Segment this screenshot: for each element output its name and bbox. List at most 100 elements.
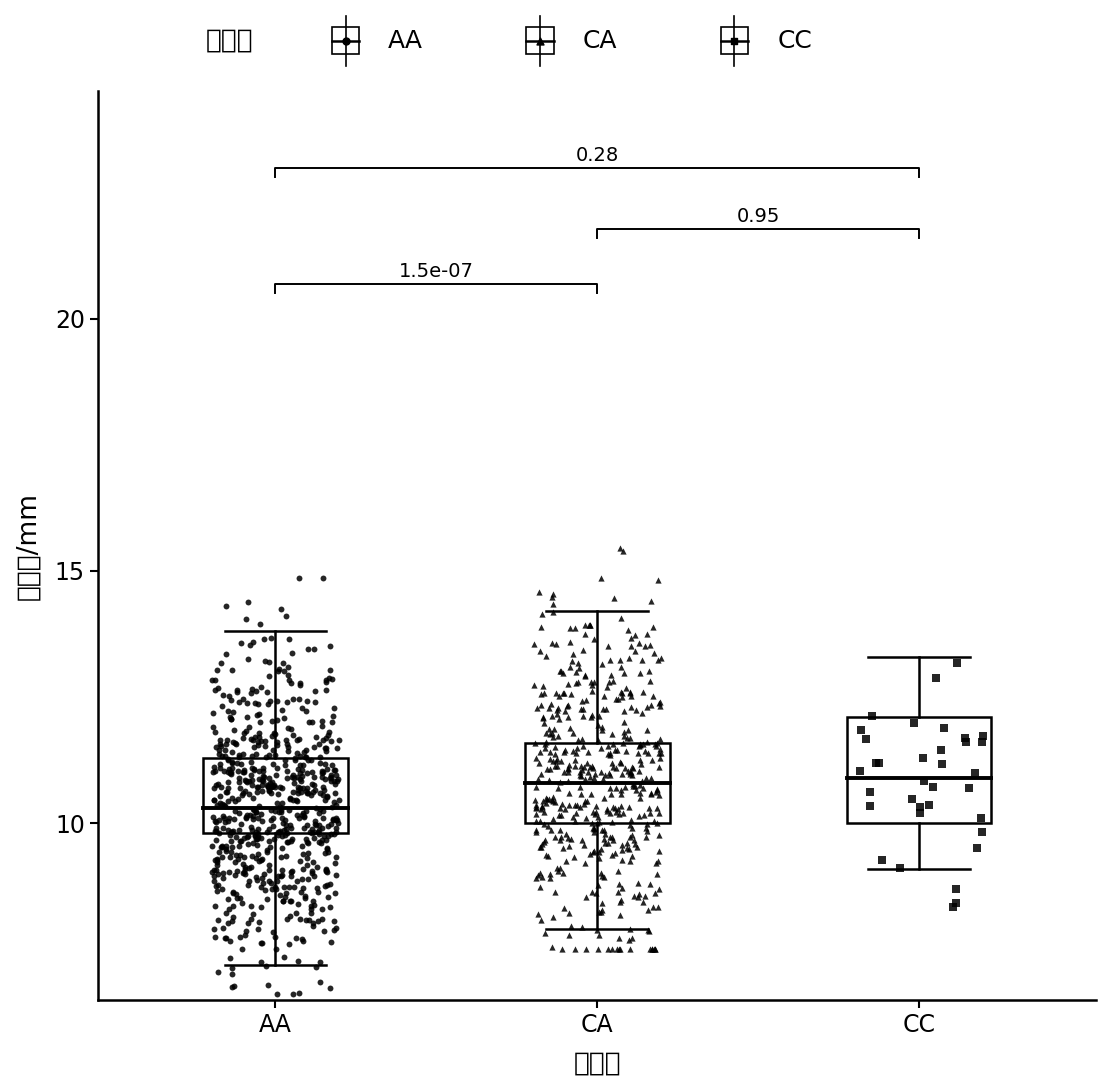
Bar xyxy=(847,717,991,823)
Point xyxy=(231,833,249,851)
Point xyxy=(532,911,550,928)
Point xyxy=(209,882,227,900)
Point xyxy=(559,763,577,781)
Point xyxy=(536,833,553,851)
Point xyxy=(526,636,543,653)
Point xyxy=(240,786,258,804)
Point xyxy=(592,903,610,921)
Point xyxy=(574,796,592,814)
Point xyxy=(224,898,242,915)
Point xyxy=(612,684,630,701)
Point xyxy=(640,662,658,679)
Point xyxy=(222,710,240,727)
Point xyxy=(652,744,670,761)
Point xyxy=(227,886,244,903)
Point xyxy=(276,710,293,727)
Point xyxy=(544,595,562,613)
Point xyxy=(604,798,622,816)
Point xyxy=(254,772,272,790)
Point xyxy=(630,807,648,824)
Point xyxy=(590,850,608,867)
Point xyxy=(588,815,605,832)
Point xyxy=(211,755,229,772)
Point xyxy=(651,693,669,711)
Point xyxy=(308,959,326,976)
Point xyxy=(322,826,340,843)
Point xyxy=(581,758,599,775)
Point xyxy=(624,778,642,795)
Point xyxy=(288,745,306,762)
Point xyxy=(246,802,263,819)
Point xyxy=(556,744,573,761)
Point xyxy=(581,845,599,863)
Point xyxy=(211,732,229,749)
Point xyxy=(252,878,270,895)
Point xyxy=(290,782,308,799)
Point xyxy=(248,707,266,724)
Point xyxy=(324,772,342,790)
Point xyxy=(220,760,238,778)
Point xyxy=(247,745,264,762)
Point xyxy=(249,696,267,713)
Point xyxy=(614,727,632,745)
Point xyxy=(634,684,652,701)
Point xyxy=(294,807,312,824)
Point xyxy=(560,797,578,815)
Point xyxy=(532,686,550,703)
Point xyxy=(648,784,665,802)
Point xyxy=(573,831,591,848)
Point xyxy=(270,804,288,821)
Point xyxy=(553,796,571,814)
Point xyxy=(310,805,328,822)
Point xyxy=(649,734,667,751)
Point xyxy=(588,804,605,821)
Point xyxy=(561,633,579,651)
Point xyxy=(639,721,657,738)
Point xyxy=(268,692,286,710)
Point xyxy=(648,865,665,882)
Point xyxy=(611,805,629,822)
Point xyxy=(272,803,290,820)
Point xyxy=(244,633,262,651)
Point xyxy=(230,748,248,765)
Point xyxy=(307,682,324,700)
Point xyxy=(238,709,256,726)
Point xyxy=(557,702,574,720)
Point xyxy=(249,779,267,796)
Point xyxy=(228,755,246,772)
Point xyxy=(564,724,582,741)
Point xyxy=(642,784,660,802)
Point xyxy=(293,870,311,888)
Point xyxy=(272,867,290,885)
Point xyxy=(289,894,307,912)
Point xyxy=(641,876,659,893)
Point xyxy=(258,890,276,907)
Point xyxy=(321,662,339,679)
Point xyxy=(276,811,293,829)
Point xyxy=(223,755,241,772)
Point xyxy=(543,589,561,606)
Point xyxy=(560,904,578,922)
Point xyxy=(299,870,317,888)
Point xyxy=(614,734,632,751)
Point xyxy=(302,900,320,917)
Point xyxy=(242,759,260,776)
Point xyxy=(543,724,561,741)
Point xyxy=(610,929,628,947)
Point xyxy=(258,843,276,860)
Point xyxy=(531,839,549,856)
Point xyxy=(228,829,246,846)
Point xyxy=(252,733,270,750)
Point xyxy=(649,852,667,869)
Point xyxy=(274,815,292,832)
Point xyxy=(248,779,266,796)
Point xyxy=(599,737,617,755)
Point xyxy=(321,770,339,787)
Point xyxy=(207,681,224,699)
Point xyxy=(273,780,291,797)
Point xyxy=(293,767,311,784)
Point xyxy=(560,772,578,790)
Point xyxy=(204,704,222,722)
Point xyxy=(632,736,650,753)
Point xyxy=(559,761,577,779)
